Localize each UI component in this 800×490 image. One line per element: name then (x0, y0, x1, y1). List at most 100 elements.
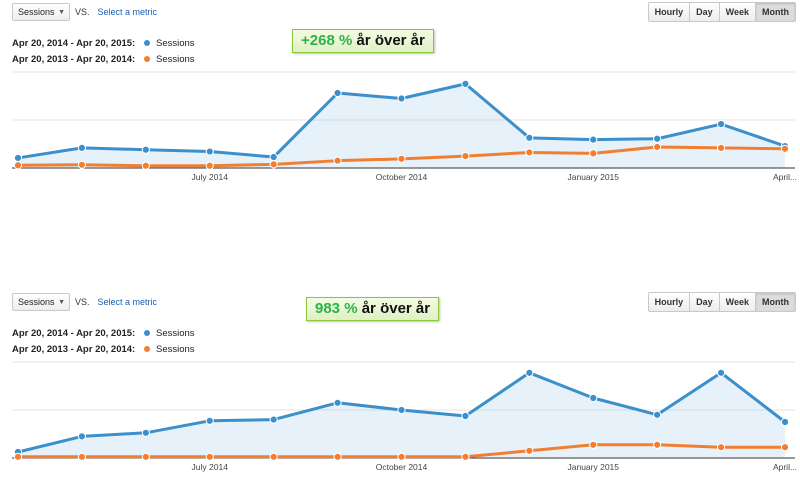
series-point-0[interactable] (525, 133, 534, 142)
chart-svg: July 2014 October 2014 January 2015 April..… (12, 71, 797, 182)
legend-range-current: Apr 20, 2014 - Apr 20, 2015: (12, 327, 136, 339)
legend-series-current: Sessions (156, 37, 195, 49)
series-point-0[interactable] (716, 368, 726, 377)
select-metric-link[interactable]: Select a metric (97, 7, 158, 17)
series-point-0[interactable] (780, 417, 790, 427)
series-point-1[interactable] (589, 440, 598, 449)
month-button[interactable]: Month (755, 293, 795, 311)
chart-legend: Apr 20, 2014 - Apr 20, 2015: Sessions Ap… (12, 325, 195, 357)
legend-series-previous: Sessions (156, 343, 195, 355)
metric-select[interactable]: Sessions ▼ (12, 293, 70, 311)
chevron-down-icon: ▼ (58, 298, 65, 306)
metric-select-value: Sessions (18, 7, 55, 17)
vs-label: VS. (75, 297, 90, 307)
select-metric-link[interactable]: Select a metric (97, 297, 158, 307)
series-point-0[interactable] (397, 405, 406, 415)
series-point-0[interactable] (205, 147, 214, 156)
week-button[interactable]: Week (718, 3, 755, 21)
series-point-0[interactable] (653, 134, 662, 143)
series-point-1[interactable] (716, 143, 726, 152)
series-point-1[interactable] (397, 154, 406, 163)
series-point-1[interactable] (780, 144, 790, 153)
series-point-1[interactable] (525, 148, 534, 157)
hourly-button[interactable]: Hourly (648, 293, 690, 311)
series-point-1[interactable] (397, 452, 406, 461)
series-point-0[interactable] (333, 88, 342, 98)
series-point-1[interactable] (780, 443, 790, 452)
legend-row-previous: Apr 20, 2013 - Apr 20, 2014: Sessions (12, 341, 195, 357)
x-tick-label: October 2014 (376, 462, 428, 472)
x-tick-label: January 2015 (567, 462, 619, 472)
series-point-1[interactable] (77, 160, 87, 169)
series-point-0[interactable] (589, 393, 598, 403)
series-point-0[interactable] (13, 153, 23, 163)
series-point-1[interactable] (333, 452, 342, 461)
legend-row-current: Apr 20, 2014 - Apr 20, 2015: Sessions (12, 35, 195, 51)
series-point-0[interactable] (525, 368, 534, 377)
series-point-0[interactable] (461, 411, 470, 421)
growth-text: år över år (356, 32, 425, 49)
period-buttons: Hourly Day Week Month (647, 2, 796, 22)
series-point-1[interactable] (13, 161, 23, 170)
x-tick-label: October 2014 (376, 172, 428, 182)
series-point-0[interactable] (77, 432, 87, 441)
legend-range-previous: Apr 20, 2013 - Apr 20, 2014: (12, 53, 136, 65)
series-point-0[interactable] (461, 79, 470, 88)
series-point-1[interactable] (77, 452, 87, 461)
series-point-0[interactable] (205, 416, 214, 425)
series-point-0[interactable] (333, 398, 342, 407)
series-point-1[interactable] (205, 161, 214, 170)
series-point-0[interactable] (653, 410, 662, 419)
legend-row-previous: Apr 20, 2013 - Apr 20, 2014: Sessions (12, 51, 195, 67)
day-button[interactable]: Day (689, 3, 719, 21)
growth-percent: 983 % (315, 300, 358, 317)
growth-badge: +268 % år över år (292, 29, 434, 53)
series-point-1[interactable] (461, 152, 470, 161)
series-point-1[interactable] (141, 452, 150, 461)
series-point-0[interactable] (77, 143, 87, 152)
series-point-0[interactable] (589, 135, 598, 144)
metric-toolbar: Sessions ▼ VS. Select a metric (12, 2, 157, 22)
series-point-0[interactable] (269, 415, 278, 424)
series-point-1[interactable] (269, 160, 278, 169)
series-point-1[interactable] (333, 156, 342, 165)
x-tick-label: July 2014 (192, 462, 229, 472)
series-point-1[interactable] (461, 452, 470, 461)
legend-dot-previous (144, 56, 150, 62)
series-point-1[interactable] (525, 446, 534, 455)
series-point-1[interactable] (653, 142, 662, 152)
sessions-chart-1: July 2014 October 2014 January 2015 April..… (0, 64, 800, 190)
legend-range-previous: Apr 20, 2013 - Apr 20, 2014: (12, 343, 136, 355)
series-point-1[interactable] (141, 161, 150, 170)
sessions-chart-2: July 2014 October 2014 January 2015 April..… (0, 354, 800, 480)
legend-dot-current (144, 330, 150, 336)
metric-select[interactable]: Sessions ▼ (12, 3, 70, 21)
metric-toolbar: Sessions ▼ VS. Select a metric (12, 292, 157, 312)
series-point-0[interactable] (269, 152, 278, 162)
growth-percent: +268 % (301, 32, 353, 49)
x-tick-label: January 2015 (567, 172, 619, 182)
month-button[interactable]: Month (755, 3, 795, 21)
series-point-0[interactable] (141, 428, 150, 437)
series-point-0[interactable] (716, 120, 726, 129)
series-point-1[interactable] (589, 149, 598, 158)
series-point-1[interactable] (205, 452, 214, 461)
legend-series-current: Sessions (156, 327, 195, 339)
day-button[interactable]: Day (689, 293, 719, 311)
series-area-0 (18, 372, 785, 458)
x-tick-label: April... (773, 172, 797, 182)
week-button[interactable]: Week (718, 293, 755, 311)
series-point-0[interactable] (141, 145, 150, 154)
series-point-1[interactable] (716, 443, 726, 452)
chevron-down-icon: ▼ (58, 8, 65, 16)
series-point-0[interactable] (397, 94, 406, 103)
x-tick-label: July 2014 (192, 172, 229, 182)
growth-badge: 983 % år över år (306, 297, 440, 321)
chart-svg: July 2014 October 2014 January 2015 April..… (12, 361, 797, 472)
legend-row-current: Apr 20, 2014 - Apr 20, 2015: Sessions (12, 325, 195, 341)
series-point-1[interactable] (653, 440, 662, 449)
hourly-button[interactable]: Hourly (648, 3, 690, 21)
series-point-1[interactable] (13, 452, 23, 461)
period-buttons: Hourly Day Week Month (647, 292, 796, 312)
series-point-1[interactable] (269, 452, 278, 461)
